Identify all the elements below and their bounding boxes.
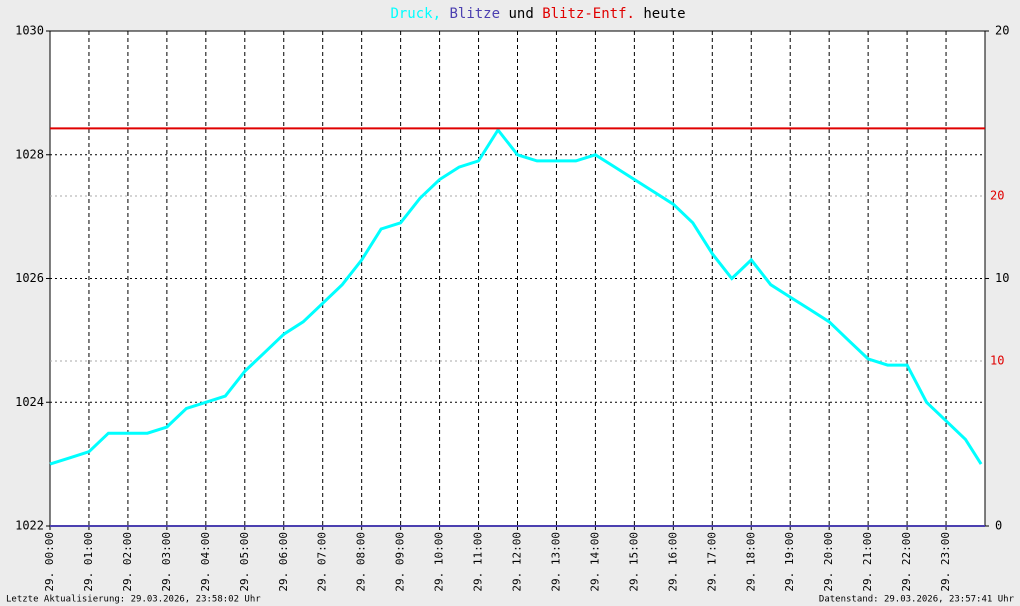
x-tick-label: 29. 06:00 [277,532,290,592]
y-tick-label: 1028 [15,147,44,161]
x-tick-label: 29. 12:00 [511,532,524,592]
chart-title: Druck, Blitze und Blitz-Entf. heute [390,6,685,22]
x-tick-label: 29. 01:00 [82,532,95,592]
y2-tick-label: 10 [995,271,1009,285]
x-tick-label: 29. 19:00 [783,532,796,592]
x-tick-label: 29. 11:00 [472,532,485,592]
x-tick-label: 29. 15:00 [627,532,640,592]
x-tick-label: 29. 05:00 [238,532,251,592]
y-tick-label: 1026 [15,271,44,285]
x-tick-label: 29. 02:00 [121,532,134,592]
x-tick-label: 29. 18:00 [744,532,757,592]
y-tick-label: 1030 [15,24,44,38]
x-tick-label: 29. 21:00 [861,532,874,592]
title-blitze: Blitze [449,6,500,22]
title-entf: Blitz-Entf. [542,6,635,22]
y2-tick-label: 20 [995,24,1009,38]
y-tick-label: 1022 [15,519,44,533]
x-tick-label: 29. 14:00 [588,532,601,592]
x-tick-label: 29. 04:00 [199,532,212,592]
x-tick-label: 29. 08:00 [355,532,368,592]
y3-tick-label: 20 [990,189,1004,203]
footer-left: Letzte Aktualisierung: 29.03.2026, 23:58… [6,595,261,605]
y2-tick-label: 0 [995,519,1002,533]
x-tick-label: 29. 22:00 [900,532,913,592]
x-tick-label: 29. 09:00 [394,532,407,592]
x-tick-label: 29. 07:00 [316,532,329,592]
x-tick-label: 29. 13:00 [549,532,562,592]
title-druck: Druck, [390,6,441,22]
x-tick-label: 29. 23:00 [939,532,952,592]
footer-right: Datenstand: 29.03.2026, 23:57:41 Uhr [819,595,1015,605]
x-tick-label: 29. 16:00 [666,532,679,592]
x-tick-label: 29. 20:00 [822,532,835,592]
title-word: und [508,6,533,22]
y-tick-label: 1024 [15,395,44,409]
x-tick-label: 29. 17:00 [705,532,718,592]
series-line [49,127,983,466]
y3-tick-label: 10 [990,354,1004,368]
title-word: heute [643,6,685,22]
x-tick-label: 29. 10:00 [433,532,446,592]
x-tick-label: 29. 00:00 [43,532,56,592]
x-tick-label: 29. 03:00 [160,532,173,592]
